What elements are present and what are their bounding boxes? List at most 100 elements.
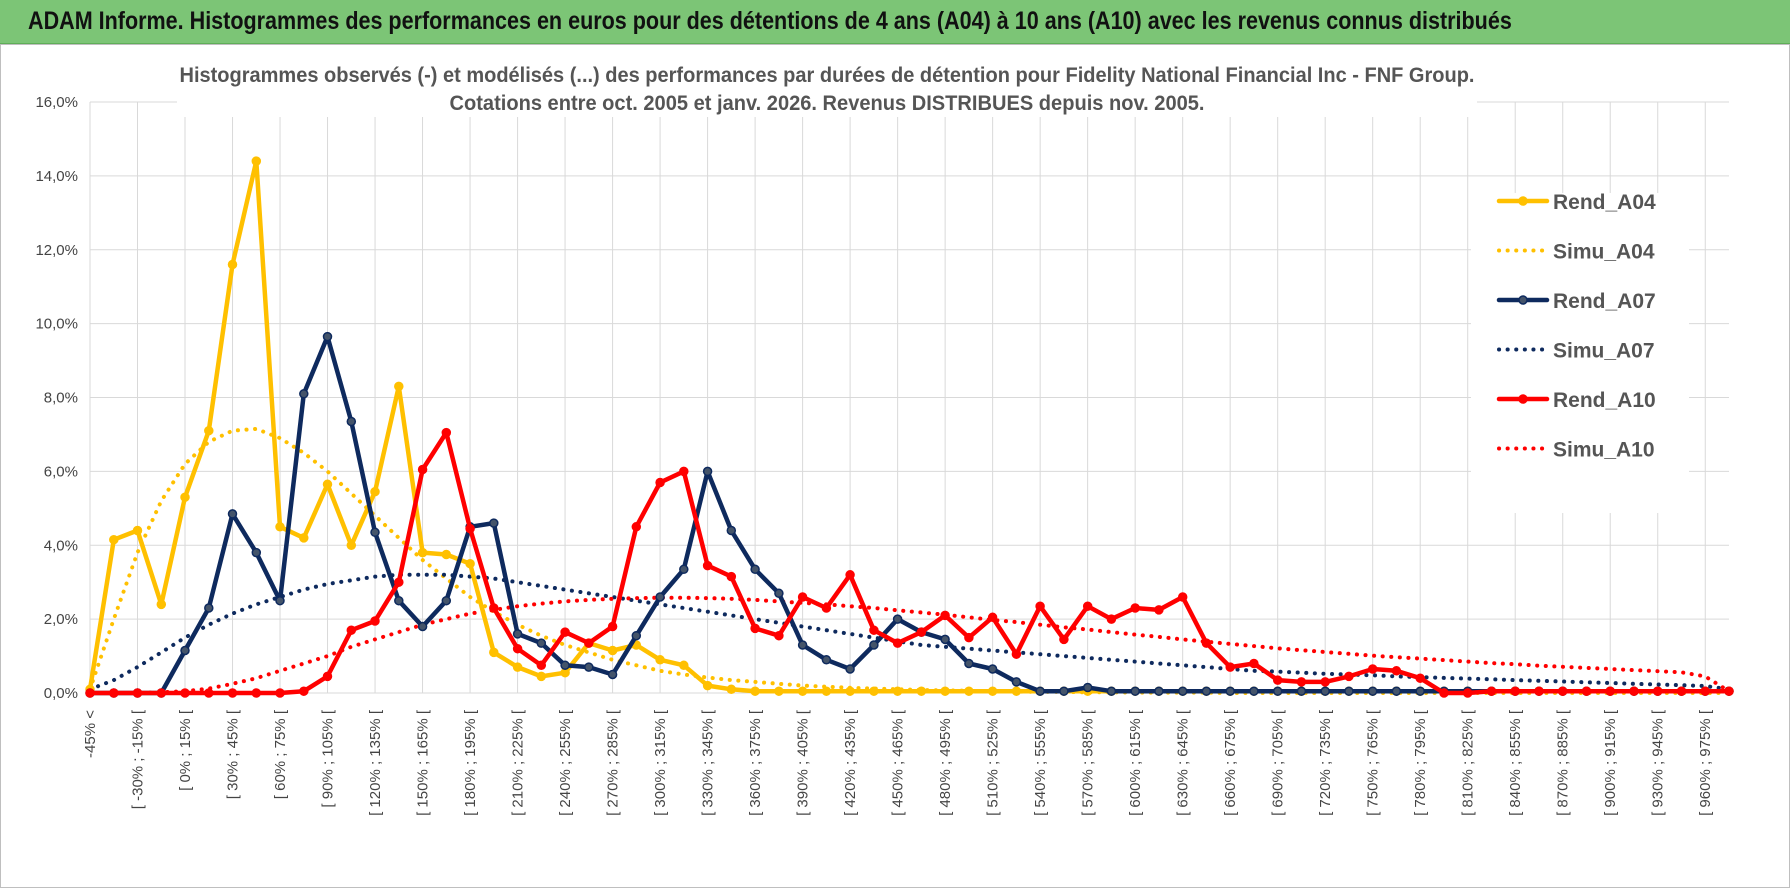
y-tick-label: 2,0% (44, 611, 78, 628)
data-point (109, 688, 119, 698)
data-point (441, 427, 452, 438)
x-tick-label: [ 960% ; 975% [ (1697, 709, 1714, 816)
data-point (750, 623, 760, 634)
data-point (726, 525, 737, 536)
data-point (964, 658, 974, 669)
data-point (536, 671, 547, 682)
data-point (204, 603, 214, 613)
data-point (750, 686, 760, 696)
data-point (1462, 688, 1473, 698)
data-point (821, 603, 832, 613)
legend-background (1471, 193, 1689, 513)
report-header: ADAM Informe. Histogrammes des performan… (0, 0, 1790, 44)
data-point (821, 686, 832, 696)
legend-marker (1518, 295, 1528, 305)
data-point (845, 686, 855, 696)
data-point (560, 660, 570, 671)
data-point (512, 629, 523, 639)
x-tick-label: [ -30% ; -15% [ (130, 709, 147, 809)
data-point (489, 603, 499, 613)
data-point (679, 466, 689, 477)
data-point (1296, 686, 1307, 696)
data-point (322, 331, 333, 342)
data-point (1320, 686, 1330, 696)
y-tick-label: 0,0% (44, 685, 78, 702)
x-tick-label: [ 300% ; 315% [ (652, 709, 669, 816)
x-tick-label: [ 270% ; 285% [ (605, 709, 622, 816)
data-point (607, 669, 618, 680)
x-tick-label: [ 30% ; 45% [ (225, 709, 242, 799)
data-point (1249, 686, 1259, 696)
data-point (512, 643, 523, 654)
data-point (465, 558, 475, 569)
performance-histogram-chart: 0,0% 2,0% 4,0% 6,0% 8,0% 10,0% 12,0% 14,0% 16,0%… (35, 57, 1734, 816)
data-point (797, 592, 808, 602)
y-tick-label: 14,0% (35, 168, 78, 185)
x-tick-label: -45% < (82, 710, 99, 758)
data-point (156, 599, 167, 610)
data-point (346, 625, 357, 635)
x-tick-label: [ 240% ; 255% [ (557, 709, 574, 816)
x-tick-label: [ 510% ; 525% [ (985, 709, 1002, 816)
data-point (797, 686, 808, 696)
data-point (204, 688, 214, 698)
data-point (1154, 686, 1164, 696)
x-tick-label: [ 840% ; 855% [ (1507, 709, 1524, 816)
data-point (584, 662, 594, 672)
series-line (88, 572, 1731, 692)
data-point (964, 632, 974, 643)
data-point (631, 630, 642, 641)
data-point (1581, 686, 1592, 696)
y-tick-label: 6,0% (44, 463, 78, 480)
data-point (346, 416, 357, 427)
data-point (1011, 677, 1022, 687)
legend-marker (1518, 394, 1528, 404)
data-point (940, 610, 950, 621)
x-tick-label: [ 180% ; 195% [ (462, 709, 479, 816)
x-tick-label: [ 720% ; 735% [ (1317, 709, 1334, 816)
y-tick-label: 10,0% (35, 316, 78, 333)
legend-label: Simu_A10 (1553, 439, 1655, 462)
data-point (869, 625, 879, 635)
data-point (1415, 673, 1425, 683)
x-tick-label: [ 0% ; 15% [ (177, 709, 194, 791)
data-point (132, 525, 143, 536)
x-tick-label: [ 90% ; 105% [ (320, 709, 337, 807)
legend-label: Rend_A04 (1553, 191, 1656, 214)
x-tick-label: [ 210% ; 225% [ (510, 709, 527, 816)
data-point (679, 660, 689, 671)
data-point (1059, 686, 1069, 696)
data-point (489, 647, 499, 658)
chart-subtitle: Cotations entre oct. 2005 et janv. 2026.… (450, 92, 1205, 115)
data-point (394, 381, 404, 392)
x-tick-label: [ 630% ; 645% [ (1175, 709, 1192, 816)
x-tick-label: [ 540% ; 555% [ (1032, 709, 1049, 816)
series-rend-a10 (85, 427, 1734, 698)
x-tick-label: [ 780% ; 795% [ (1412, 709, 1429, 816)
data-point (180, 645, 190, 656)
data-point (726, 571, 737, 582)
data-point (892, 614, 903, 624)
data-point (774, 686, 784, 696)
data-point (1486, 686, 1497, 696)
y-tick-label: 12,0% (35, 242, 78, 259)
data-point (370, 616, 380, 626)
data-point (394, 577, 404, 587)
data-point (774, 588, 784, 599)
data-point (1605, 686, 1615, 696)
x-tick-label: [ 120% ; 135% [ (367, 709, 384, 816)
data-point (394, 595, 404, 606)
data-point (370, 527, 380, 538)
data-point (1367, 686, 1378, 696)
data-point (1035, 686, 1045, 696)
data-point (607, 621, 618, 632)
data-point (845, 664, 855, 674)
legend-label: Simu_A04 (1553, 241, 1655, 264)
data-point (227, 509, 238, 519)
y-tick-label: 8,0% (44, 390, 78, 407)
data-point (655, 655, 665, 665)
title-background (177, 57, 1477, 117)
data-point (987, 612, 998, 623)
data-point (679, 564, 689, 575)
data-point (251, 688, 262, 698)
